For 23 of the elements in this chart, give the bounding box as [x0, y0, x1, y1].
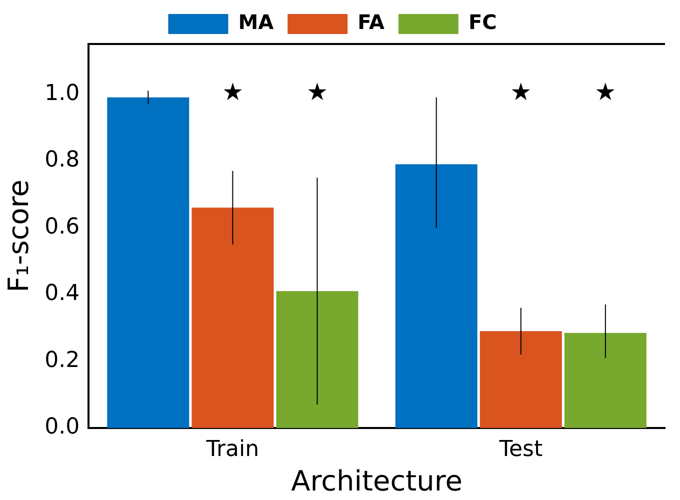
y-tick-label: 0.6: [44, 214, 80, 240]
y-tick-label: 0.2: [44, 348, 80, 373]
y-tick-label: 1.0: [44, 80, 80, 106]
legend-label: FA: [358, 10, 385, 34]
y-tick-label: 0.8: [44, 148, 80, 173]
annotation: ★: [222, 78, 244, 106]
bar: [192, 208, 274, 428]
annotation: ★: [306, 78, 328, 106]
bar: [107, 97, 190, 428]
x-axis-title: Architecture: [291, 464, 463, 498]
y-tick-label: 0.4: [44, 281, 80, 306]
bar: [564, 332, 646, 428]
bar: [276, 291, 358, 428]
x-tick-label: Train: [205, 436, 260, 462]
bar: [395, 164, 478, 428]
annotation: ★: [510, 78, 532, 106]
legend-label: FC: [468, 10, 497, 34]
bar: [480, 331, 562, 428]
y-axis-title: F₁-score: [2, 180, 36, 292]
x-tick-label: Test: [498, 436, 543, 462]
legend-label: MA: [238, 10, 274, 34]
annotation: ★: [594, 78, 616, 106]
y-tick-label: 0.0: [44, 414, 80, 440]
